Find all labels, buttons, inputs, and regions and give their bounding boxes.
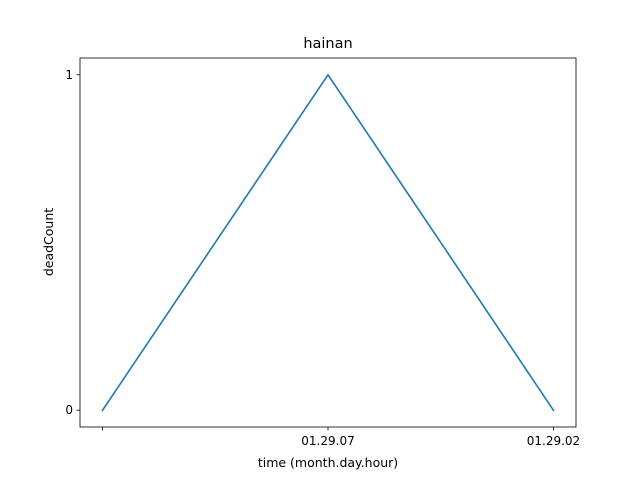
x-tick-label-2: 01.29.02 bbox=[527, 434, 580, 448]
x-axis-label: time (month.day.hour) bbox=[258, 455, 398, 470]
series-line-0 bbox=[101, 73, 555, 412]
y-tick-label-0: 0 bbox=[65, 403, 73, 417]
chart-marks: 0 1 01.29.07 01.29.02 bbox=[65, 68, 580, 448]
y-tick-label-1: 1 bbox=[65, 68, 73, 82]
y-axis-label: deadCount bbox=[41, 208, 56, 276]
chart-title: hainan bbox=[303, 36, 352, 52]
plot-frame bbox=[79, 57, 577, 428]
x-tick-label-1: 01.29.07 bbox=[301, 434, 354, 448]
